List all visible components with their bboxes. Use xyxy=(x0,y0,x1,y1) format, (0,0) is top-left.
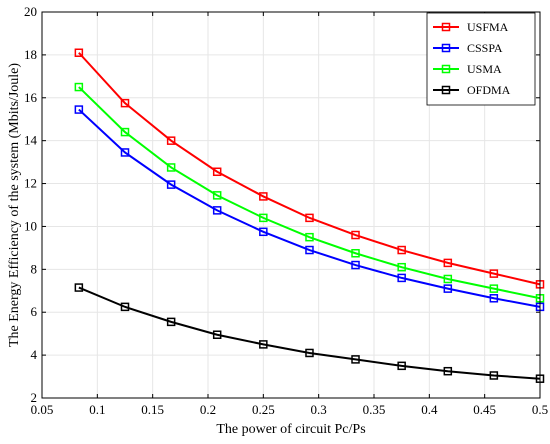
data-point-usma xyxy=(305,232,314,242)
legend-swatch-marker xyxy=(441,85,451,95)
x-axis-label: The power of circuit Pc/Ps xyxy=(216,422,365,437)
x-tick-label: 0.1 xyxy=(89,402,105,417)
data-point-usma xyxy=(397,262,406,272)
data-point-usma xyxy=(351,249,360,258)
data-point-csspa xyxy=(305,245,314,255)
data-point-csspa xyxy=(212,206,222,215)
data-point-ofdma xyxy=(443,366,453,376)
data-point-ofdma xyxy=(259,340,268,349)
series-usma xyxy=(74,82,545,303)
data-point-csspa xyxy=(74,105,84,114)
data-point-usfma xyxy=(351,230,360,240)
data-point-usma xyxy=(443,274,453,284)
series-ofdma xyxy=(74,283,545,383)
data-point-csspa xyxy=(351,260,360,270)
data-point-usma xyxy=(489,284,499,293)
data-point-csspa xyxy=(259,227,268,237)
series-usfma xyxy=(74,48,545,289)
y-axis-label: The Energy Efficiency of the system (Mbi… xyxy=(7,63,22,347)
y-tick-label: 16 xyxy=(24,90,38,105)
series-line-usma xyxy=(78,86,541,300)
legend-label: USFMA xyxy=(467,20,509,34)
data-point-ofdma xyxy=(212,330,222,339)
data-point-ofdma xyxy=(305,348,314,358)
data-point-csspa xyxy=(443,284,453,293)
axis-ticks: 0.05 0.1 0.15 0.2 0.25 0.3 0.35 0.4 0.45 0.5 2 4 6 8 1… xyxy=(24,4,548,417)
data-point-usma xyxy=(166,163,176,172)
y-tick-label: 18 xyxy=(24,47,37,62)
x-tick-label: 0.05 xyxy=(31,402,54,417)
series-layer xyxy=(74,48,545,383)
data-point-usfma xyxy=(120,98,130,108)
y-tick-label: 8 xyxy=(31,261,38,276)
y-tick-label: 4 xyxy=(31,347,38,362)
y-tick-label: 14 xyxy=(24,133,38,148)
x-tick-label: 0.45 xyxy=(473,402,496,417)
data-point-usfma xyxy=(489,269,499,278)
data-point-ofdma xyxy=(351,355,360,364)
data-point-usfma xyxy=(166,136,176,145)
data-point-csspa xyxy=(397,273,406,283)
series-line-usfma xyxy=(78,52,541,286)
legend-swatch-marker xyxy=(441,64,451,74)
x-tick-label: 0.5 xyxy=(532,402,548,417)
data-point-ofdma xyxy=(489,371,499,380)
plot-frame xyxy=(41,11,541,399)
data-point-usma xyxy=(74,82,84,92)
legend-label: USMA xyxy=(467,62,502,76)
legend-label: CSSPA xyxy=(467,41,503,55)
data-point-usfma xyxy=(305,213,314,223)
legend-item-csspa: CSSPA xyxy=(433,41,503,55)
data-point-ofdma xyxy=(120,302,130,312)
data-point-usfma xyxy=(443,258,453,268)
data-point-usfma xyxy=(212,167,222,177)
x-tick-label: 0.25 xyxy=(252,402,275,417)
data-point-usfma xyxy=(259,192,268,201)
data-point-usma xyxy=(212,191,222,200)
legend-swatch-marker xyxy=(441,22,451,32)
legend-item-usfma: USFMA xyxy=(433,20,509,34)
series-line-ofdma xyxy=(78,286,541,380)
data-point-usma xyxy=(259,213,268,223)
data-point-ofdma xyxy=(74,283,84,292)
data-point-csspa xyxy=(120,148,130,157)
x-tick-label: 0.4 xyxy=(421,402,438,417)
data-point-csspa xyxy=(166,180,176,189)
legend-item-ofdma: OFDMA xyxy=(433,83,511,97)
data-point-ofdma xyxy=(166,317,176,327)
y-tick-label: 6 xyxy=(31,304,38,319)
legend: USFMA CSSPA USMA OFDMA xyxy=(426,12,536,106)
y-tick-label: 12 xyxy=(24,176,37,191)
data-point-ofdma xyxy=(397,361,406,371)
x-tick-label: 0.2 xyxy=(200,402,216,417)
data-point-usma xyxy=(120,127,130,137)
legend-swatch-marker xyxy=(441,43,451,53)
legend-label: OFDMA xyxy=(467,83,511,97)
legend-item-usma: USMA xyxy=(433,62,502,76)
data-point-csspa xyxy=(489,294,499,303)
y-tick-label: 2 xyxy=(31,390,38,405)
y-tick-label: 20 xyxy=(24,4,37,19)
series-csspa xyxy=(74,105,545,312)
data-point-usfma xyxy=(397,245,406,255)
series-line-csspa xyxy=(78,108,541,308)
x-tick-label: 0.3 xyxy=(311,402,327,417)
x-tick-label: 0.35 xyxy=(363,402,386,417)
y-tick-label: 10 xyxy=(24,218,37,233)
data-point-usfma xyxy=(74,48,84,57)
x-tick-label: 0.15 xyxy=(141,402,164,417)
